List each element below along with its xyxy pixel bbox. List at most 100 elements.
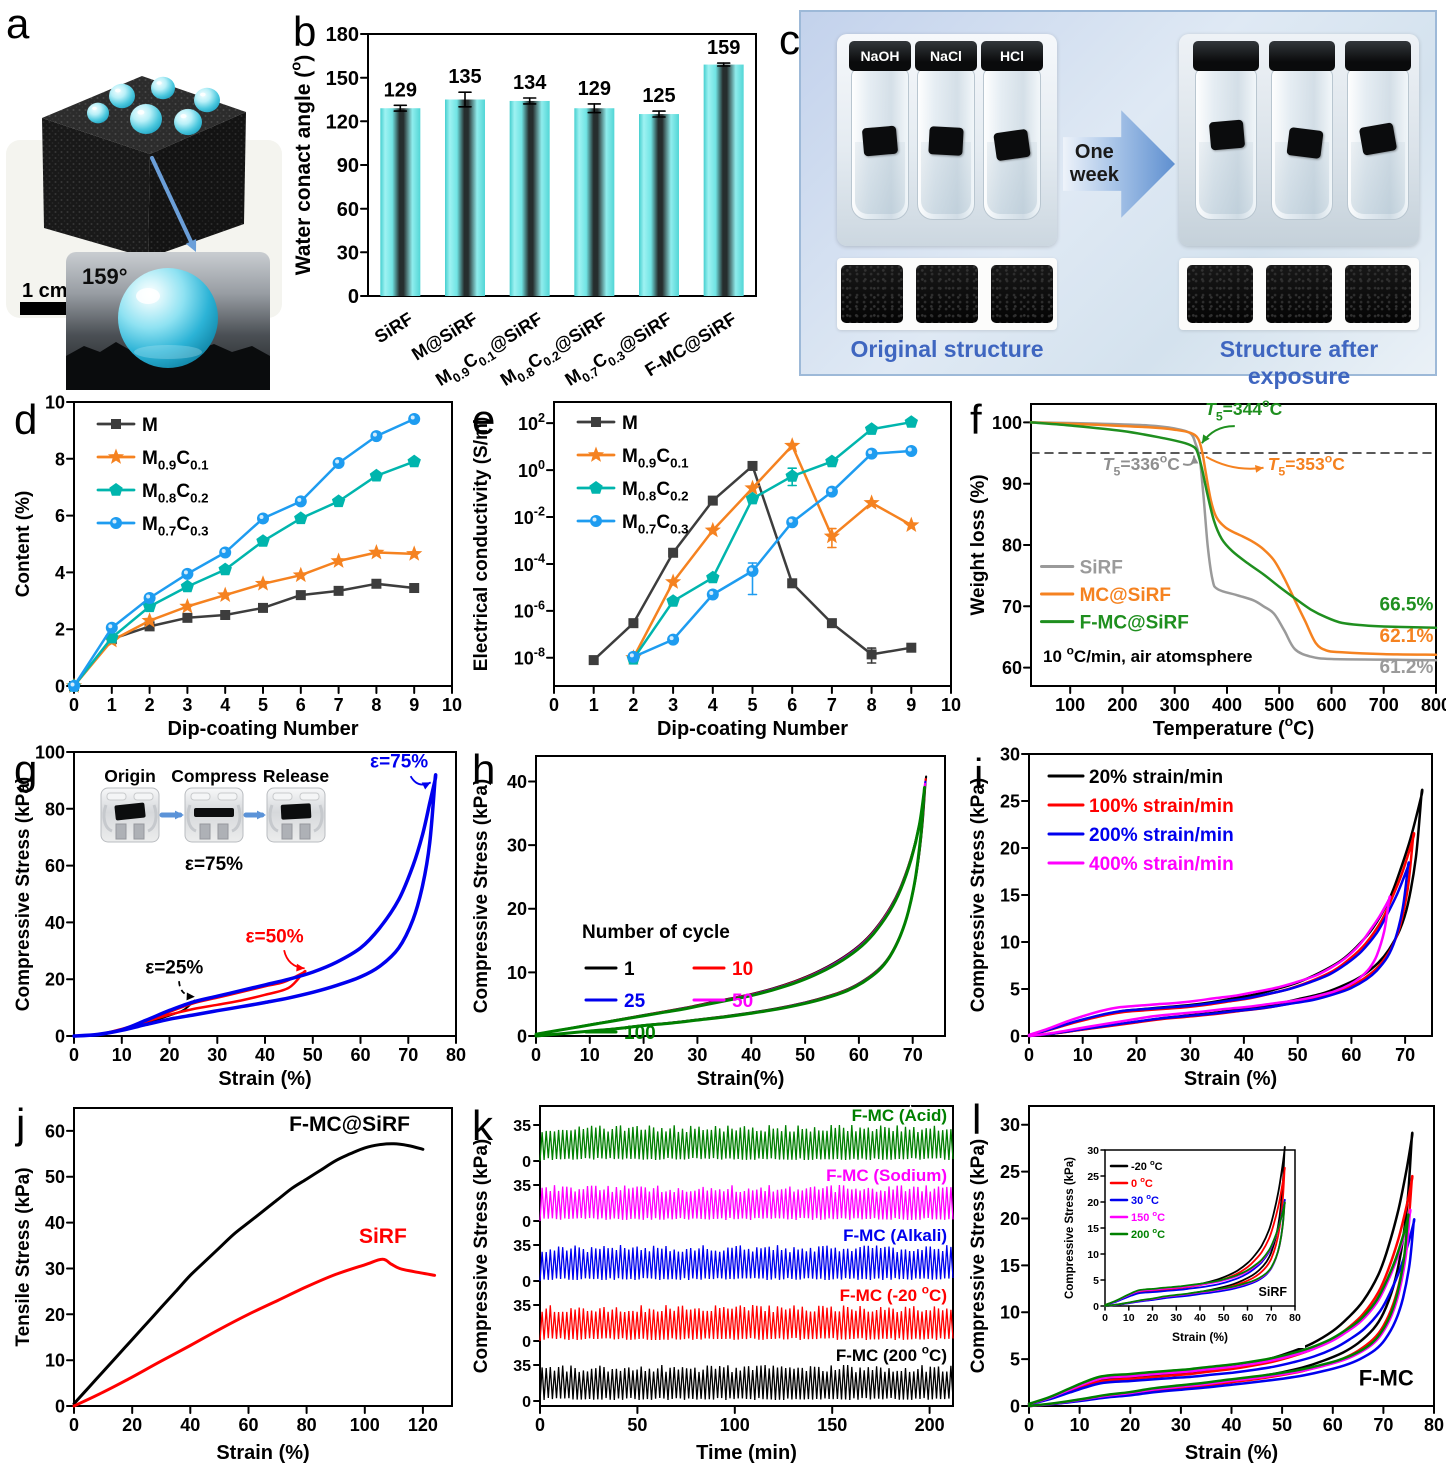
- svg-text:3: 3: [182, 695, 192, 715]
- foam-cube: [1266, 265, 1332, 323]
- svg-text:20: 20: [1126, 1045, 1146, 1065]
- svg-text:M: M: [142, 415, 158, 436]
- svg-text:0: 0: [522, 1154, 531, 1171]
- foam-cube: [841, 265, 903, 323]
- foam-photo-art: 1 cm 159°: [6, 76, 282, 390]
- caption-original-structure: Original structure: [850, 336, 1044, 362]
- bar-value-3: 129: [578, 78, 611, 100]
- marker-star: [179, 598, 196, 614]
- inset-legend-1: 0 oC: [1131, 1175, 1153, 1190]
- conductivity-chart: 0 1 2 3 4 5 6 7 8 9 10 10-8 10-6 10-4 10-2 100 102 Dip-co…: [471, 401, 961, 740]
- inset-legend-4: 200 oC: [1131, 1226, 1165, 1241]
- panel-h-chart: 0 10 20 30 40 50 60 70 0 10 20 30 40 Strain(%) Compres…: [468, 742, 965, 1097]
- panel-i-chart: 0 10 20 30 40 50 60 70 0 5 10 15 20 25 30 Strain (%) Com…: [965, 742, 1446, 1097]
- vial-cap-hcl: HCl: [981, 41, 1043, 71]
- arrowhead-icon: [296, 963, 305, 972]
- svg-text:60: 60: [1242, 1312, 1254, 1324]
- axes-frame: [1030, 403, 1437, 687]
- vial-cap-naoh: NaOH: [849, 41, 911, 71]
- tensile-chart: 0 20 40 60 80 100 120 0 10 20 30 40 50 60 Strain (%) Te…: [13, 1107, 453, 1464]
- marker-star: [368, 544, 385, 560]
- arrowhead-icon: [256, 810, 266, 820]
- svg-text:20: 20: [45, 1305, 65, 1325]
- svg-text:60: 60: [350, 1045, 370, 1065]
- svg-text:80: 80: [1289, 1312, 1301, 1324]
- svg-text:9: 9: [409, 695, 419, 715]
- water-droplet: [194, 87, 220, 113]
- panel-letter-b: b: [293, 8, 317, 55]
- foam-cube: [1345, 265, 1411, 323]
- bar-value-4: 125: [642, 85, 675, 107]
- marker-star: [744, 479, 761, 495]
- svg-text:50: 50: [1288, 1045, 1308, 1065]
- marker-square: [220, 610, 231, 620]
- marker-circle: [294, 495, 307, 508]
- svg-text:M0.8C0.2: M0.8C0.2: [142, 481, 209, 506]
- svg-text:60: 60: [45, 1121, 65, 1141]
- svg-text:5: 5: [1010, 1350, 1020, 1370]
- marker-square: [182, 612, 193, 623]
- svg-text:6: 6: [787, 695, 797, 715]
- series-line: [72, 460, 416, 688]
- water-droplet: [87, 102, 109, 124]
- svg-text:30: 30: [1171, 1415, 1191, 1435]
- svg-text:10: 10: [507, 963, 527, 983]
- bar-value-0: 129: [384, 79, 417, 101]
- series-line: [632, 444, 913, 660]
- svg-text:200: 200: [1107, 695, 1137, 715]
- bar-value-5: 159: [707, 37, 740, 59]
- tga-conditions-note: 10 oC/min, air atomsphere: [1043, 643, 1252, 666]
- marker-pentagon: [666, 594, 680, 607]
- marker-pentagon: [864, 422, 879, 435]
- svg-text:25: 25: [1000, 1162, 1020, 1182]
- vial-cap-nacl: NaCl: [915, 41, 977, 71]
- svg-text:7: 7: [334, 695, 344, 715]
- panel-letter-h: h: [472, 746, 496, 793]
- t5-annotation: T5=344oC: [1205, 396, 1282, 423]
- svg-text:90: 90: [1002, 474, 1022, 494]
- svg-text:40: 40: [741, 1045, 761, 1065]
- inset-label-release: Release: [263, 766, 329, 786]
- panel-j-chart: 0 20 40 60 80 100 120 0 10 20 30 40 50 60 Strain (%) Te…: [10, 1092, 468, 1466]
- svg-text:M0.7C0.3: M0.7C0.3: [622, 512, 689, 537]
- foam-sample-chip: [928, 126, 964, 156]
- svg-text:10: 10: [112, 1045, 132, 1065]
- marker-pentagon: [294, 511, 308, 525]
- marker-star: [863, 494, 880, 510]
- tga-curve-F-MC@SiRF: [1029, 421, 1438, 630]
- svg-text:10: 10: [1087, 1249, 1099, 1261]
- svg-text:35: 35: [513, 1298, 531, 1315]
- svg-text:50: 50: [303, 1045, 323, 1065]
- svg-text:30: 30: [1087, 1145, 1099, 1157]
- svg-text:0: 0: [1010, 1396, 1020, 1416]
- marker-circle: [865, 447, 878, 460]
- svg-text:50: 50: [627, 1415, 647, 1435]
- svg-text:5: 5: [747, 695, 757, 715]
- svg-text:10-8: 10-8: [514, 646, 545, 669]
- svg-text:120: 120: [408, 1415, 438, 1435]
- marker-square: [826, 618, 837, 629]
- final-weight-SiRF: 61.2%: [1380, 657, 1434, 678]
- panel-l-chart: 0 10 20 30 40 50 60 70 80 0 5 10 15 20 25 30 Strain (%) C…: [965, 1092, 1446, 1466]
- arrowhead-icon: [174, 810, 184, 820]
- marker-pentagon: [180, 579, 195, 593]
- svg-text:M0.8C0.2: M0.8C0.2: [622, 479, 689, 504]
- svg-text:M0.7C0.3: M0.7C0.3: [142, 514, 209, 539]
- bar-0: [380, 108, 421, 296]
- water-contact-angle-chart: 0 30 60 90 120 150 180 Water conact angle (o) 12…: [289, 24, 757, 390]
- curve-label-F-MC@SiRF: F-MC@SiRF: [289, 1113, 410, 1136]
- svg-text:25: 25: [1087, 1171, 1099, 1183]
- durability-chart: 0 50 100 150 200 Time (min) Compressive Stress…: [471, 1104, 954, 1464]
- marker-circle: [706, 588, 719, 601]
- svg-text:50: 50: [1218, 1312, 1230, 1324]
- svg-text:40: 40: [255, 1045, 275, 1065]
- svg-text:1: 1: [589, 695, 599, 715]
- marker-pentagon: [109, 483, 123, 496]
- svg-text:10: 10: [1000, 932, 1020, 952]
- panel-letter-f: f: [970, 396, 982, 443]
- svg-text:500: 500: [1264, 695, 1294, 715]
- inset-label-compress: Compress: [171, 766, 257, 786]
- main-label-fmc: F-MC: [1359, 1365, 1414, 1390]
- marker-square: [295, 590, 306, 601]
- curve-label-SiRF: SiRF: [359, 1225, 407, 1248]
